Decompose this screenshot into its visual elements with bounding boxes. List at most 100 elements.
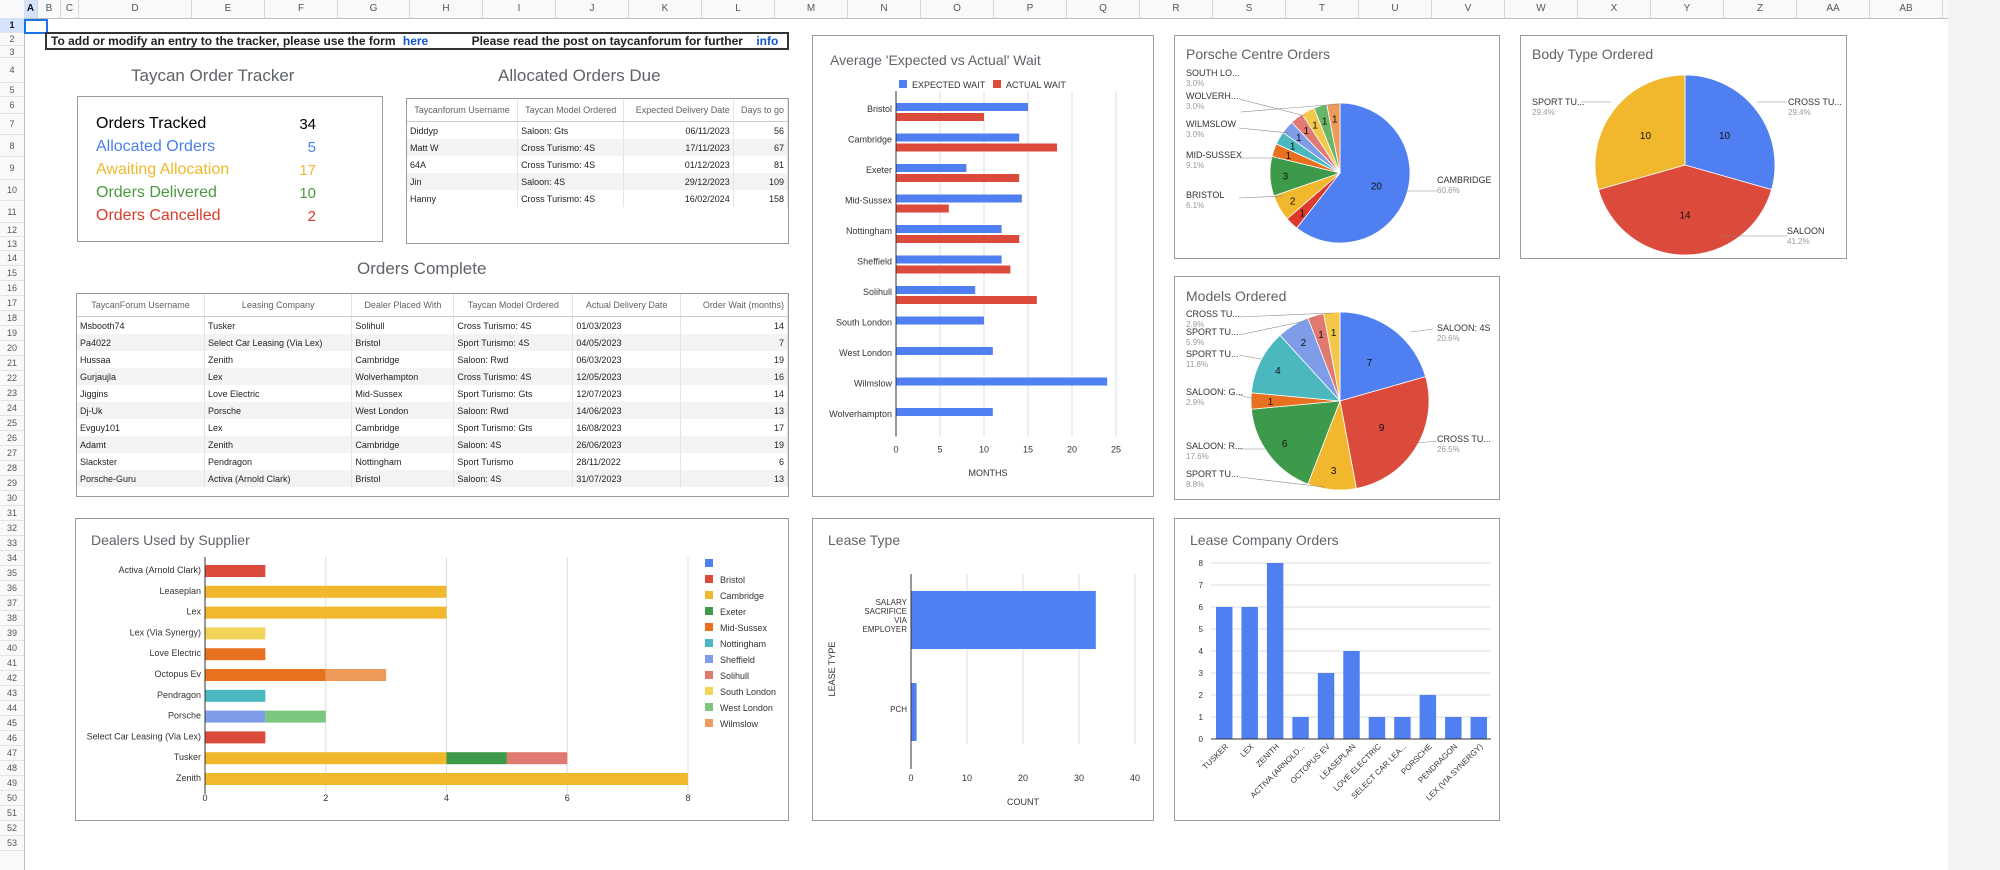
column-header-R[interactable]: R: [1140, 0, 1213, 18]
column-header-X[interactable]: X: [1578, 0, 1651, 18]
column-header-V[interactable]: V: [1432, 0, 1505, 18]
row-header-36[interactable]: 36: [0, 581, 24, 596]
row-header-43[interactable]: 43: [0, 686, 24, 701]
row-header-50[interactable]: 50: [0, 791, 24, 806]
allocated-row[interactable]: Jin Saloon: 4S 29/12/2023 109: [407, 173, 788, 190]
form-link[interactable]: here: [402, 34, 429, 48]
column-header-S[interactable]: S: [1213, 0, 1286, 18]
row-header-24[interactable]: 24: [0, 401, 24, 416]
complete-row[interactable]: Hussaa Zenith Cambridge Saloon: Rwd 06/03/20…: [77, 351, 788, 368]
column-header-C[interactable]: C: [61, 0, 79, 18]
complete-row[interactable]: Msbooth74 Tusker Solihull Cross Turismo: 4S…: [77, 316, 788, 334]
row-header-6[interactable]: 6: [0, 97, 24, 114]
column-header-D[interactable]: D: [79, 0, 192, 18]
column-header-Y[interactable]: Y: [1651, 0, 1724, 18]
row-header-8[interactable]: 8: [0, 135, 24, 157]
complete-row[interactable]: Evguy101 Lex Cambridge Sport Turismo: Gts 16…: [77, 419, 788, 436]
row-header-47[interactable]: 47: [0, 746, 24, 761]
row-header-18[interactable]: 18: [0, 311, 24, 326]
column-header-F[interactable]: F: [265, 0, 338, 18]
row-header-10[interactable]: 10: [0, 180, 24, 201]
column-header[interactable]: Taycan Model Ordered: [453, 294, 574, 317]
column-header-Q[interactable]: Q: [1067, 0, 1140, 18]
column-header-W[interactable]: W: [1505, 0, 1578, 18]
complete-row[interactable]: Jiggins Love Electric Mid-Sussex Sport Turi…: [77, 385, 788, 402]
column-header-N[interactable]: N: [848, 0, 921, 18]
row-header-35[interactable]: 35: [0, 566, 24, 581]
row-header-13[interactable]: 13: [0, 237, 24, 251]
row-header-34[interactable]: 34: [0, 551, 24, 566]
allocated-row[interactable]: Matt W Cross Turismo: 4S 17/11/2023 67: [407, 139, 788, 156]
column-header-H[interactable]: H: [410, 0, 483, 18]
column-header[interactable]: Actual Delivery Date: [572, 294, 681, 317]
row-header-7[interactable]: 7: [0, 114, 24, 135]
column-header[interactable]: TaycanForum Username: [77, 294, 206, 317]
row-header-41[interactable]: 41: [0, 656, 24, 671]
row-header-48[interactable]: 48: [0, 761, 24, 776]
row-header-45[interactable]: 45: [0, 716, 24, 731]
column-header[interactable]: Dealer Placed With: [351, 294, 455, 317]
row-header-44[interactable]: 44: [0, 701, 24, 716]
column-header-K[interactable]: K: [629, 0, 702, 18]
row-header-53[interactable]: 53: [0, 836, 24, 851]
column-header-AA[interactable]: AA: [1797, 0, 1870, 18]
row-header-26[interactable]: 26: [0, 431, 24, 446]
column-header-AB[interactable]: AB: [1870, 0, 1943, 18]
complete-row[interactable]: Dj-Uk Porsche West London Saloon: Rwd 14/06/…: [77, 402, 788, 419]
row-header-33[interactable]: 33: [0, 536, 24, 551]
row-header-38[interactable]: 38: [0, 611, 24, 626]
row-header-16[interactable]: 16: [0, 281, 24, 296]
row-header-52[interactable]: 52: [0, 821, 24, 836]
row-header-11[interactable]: 11: [0, 201, 24, 223]
column-header-T[interactable]: T: [1286, 0, 1359, 18]
column-header-G[interactable]: G: [338, 0, 410, 18]
complete-row[interactable]: Adamt Zenith Cambridge Saloon: 4S 26/06/2023…: [77, 436, 788, 453]
row-header-9[interactable]: 9: [0, 157, 24, 180]
column-header-J[interactable]: J: [556, 0, 629, 18]
row-header-39[interactable]: 39: [0, 626, 24, 641]
complete-row[interactable]: Porsche-Guru Activa (Arnold Clark) Bristol…: [77, 470, 788, 487]
row-header-23[interactable]: 23: [0, 386, 24, 401]
column-header-B[interactable]: B: [38, 0, 61, 18]
row-header-22[interactable]: 22: [0, 371, 24, 386]
column-header-O[interactable]: O: [921, 0, 994, 18]
allocated-row[interactable]: Hanny Cross Turismo: 4S 16/02/2024 158: [407, 190, 788, 207]
column-header-E[interactable]: E: [192, 0, 265, 18]
row-header-14[interactable]: 14: [0, 251, 24, 266]
column-header-P[interactable]: P: [994, 0, 1067, 18]
column-header[interactable]: Leasing Company: [204, 294, 353, 317]
row-header-4[interactable]: 4: [0, 58, 24, 83]
row-header-42[interactable]: 42: [0, 671, 24, 686]
row-header-31[interactable]: 31: [0, 506, 24, 521]
row-header-37[interactable]: 37: [0, 596, 24, 611]
row-header-46[interactable]: 46: [0, 731, 24, 746]
row-header-49[interactable]: 49: [0, 776, 24, 791]
row-header-20[interactable]: 20: [0, 341, 24, 356]
row-header-2[interactable]: 2: [0, 33, 24, 46]
complete-row[interactable]: Slackster Pendragon Nottingham Sport Turism…: [77, 453, 788, 470]
allocated-row[interactable]: Diddyp Saloon: Gts 06/11/2023 56: [407, 121, 788, 139]
info-link[interactable]: info: [756, 34, 779, 48]
complete-row[interactable]: Gurjaujla Lex Wolverhampton Cross Turismo: …: [77, 368, 788, 385]
row-header-21[interactable]: 21: [0, 356, 24, 371]
row-header-5[interactable]: 5: [0, 83, 24, 97]
column-header-A[interactable]: A: [24, 0, 38, 18]
column-header[interactable]: Taycanforum Username: [407, 99, 519, 122]
selected-cell[interactable]: [24, 19, 48, 34]
row-header-29[interactable]: 29: [0, 476, 24, 491]
column-header[interactable]: Taycan Model Ordered: [517, 99, 625, 122]
row-header-28[interactable]: 28: [0, 461, 24, 476]
complete-row[interactable]: Pa4022 Select Car Leasing (Via Lex) Bristo…: [77, 334, 788, 351]
row-header-27[interactable]: 27: [0, 446, 24, 461]
row-header-3[interactable]: 3: [0, 46, 24, 58]
row-header-25[interactable]: 25: [0, 416, 24, 431]
row-header-1[interactable]: 1: [0, 18, 24, 33]
column-header-U[interactable]: U: [1359, 0, 1432, 18]
column-header-M[interactable]: M: [775, 0, 848, 18]
row-header-19[interactable]: 19: [0, 326, 24, 341]
column-header-Z[interactable]: Z: [1724, 0, 1797, 18]
allocated-row[interactable]: 64A Cross Turismo: 4S 01/12/2023 81: [407, 156, 788, 173]
row-header-40[interactable]: 40: [0, 641, 24, 656]
row-header-32[interactable]: 32: [0, 521, 24, 536]
column-header[interactable]: Expected Delivery Date: [623, 99, 734, 122]
